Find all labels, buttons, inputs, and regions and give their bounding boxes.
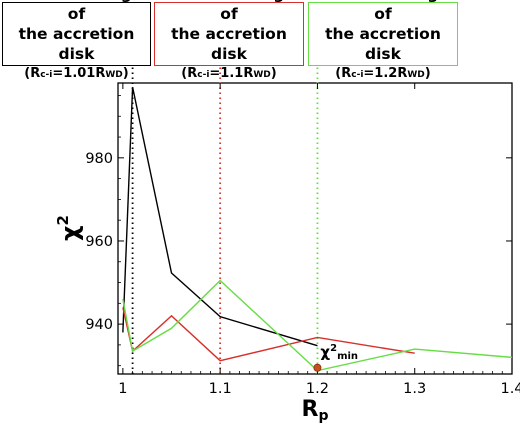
legend-box-2: The inner edge of the accretion disk (Rc… [154, 0, 304, 81]
legend-box-1-label: (Rc-i=1.01RWD) [24, 65, 129, 81]
chi2-min-marker [313, 363, 322, 372]
series-line-2 [122, 307, 415, 362]
legend-box-1-line1: The inner edge of [11, 0, 143, 23]
legend-box-3: The inner edge of the accretion disk (Rc… [308, 0, 458, 81]
x-tick-label: 1.3 [403, 381, 426, 397]
x-tick-label: 1.2 [306, 381, 329, 397]
legend-box-2-line1: The inner edge of [163, 0, 295, 23]
chi2-min-label: χ2min [320, 343, 358, 362]
x-tick-label: 1 [118, 381, 127, 397]
plot-frame [117, 82, 513, 375]
legend-box-1-line2: the accretion disk [18, 24, 135, 63]
x-tick-label: 1.1 [209, 381, 232, 397]
series-line-3 [122, 279, 513, 372]
legend-box-3-label: (Rc-i=1.2RWD) [335, 65, 431, 81]
y-tick-label: 940 [85, 317, 113, 333]
x-axis-label: Rp [302, 397, 329, 424]
legend-box-1: The inner edge of the accretion disk (Rc… [2, 0, 151, 81]
legend-box-2-label: (Rc-i=1.1RWD) [181, 65, 277, 81]
x-tick-label: 1.4 [500, 381, 520, 397]
y-tick-label: 960 [85, 234, 113, 250]
y-tick-label: 980 [85, 151, 113, 167]
legend-box-3-line1: The inner edge of [317, 0, 449, 23]
series-line-1 [122, 87, 318, 347]
legend-box-3-line2: the accretion disk [325, 24, 441, 63]
legend-box-2-line2: the accretion disk [171, 24, 287, 63]
y-axis-label: χ2 [54, 215, 84, 241]
